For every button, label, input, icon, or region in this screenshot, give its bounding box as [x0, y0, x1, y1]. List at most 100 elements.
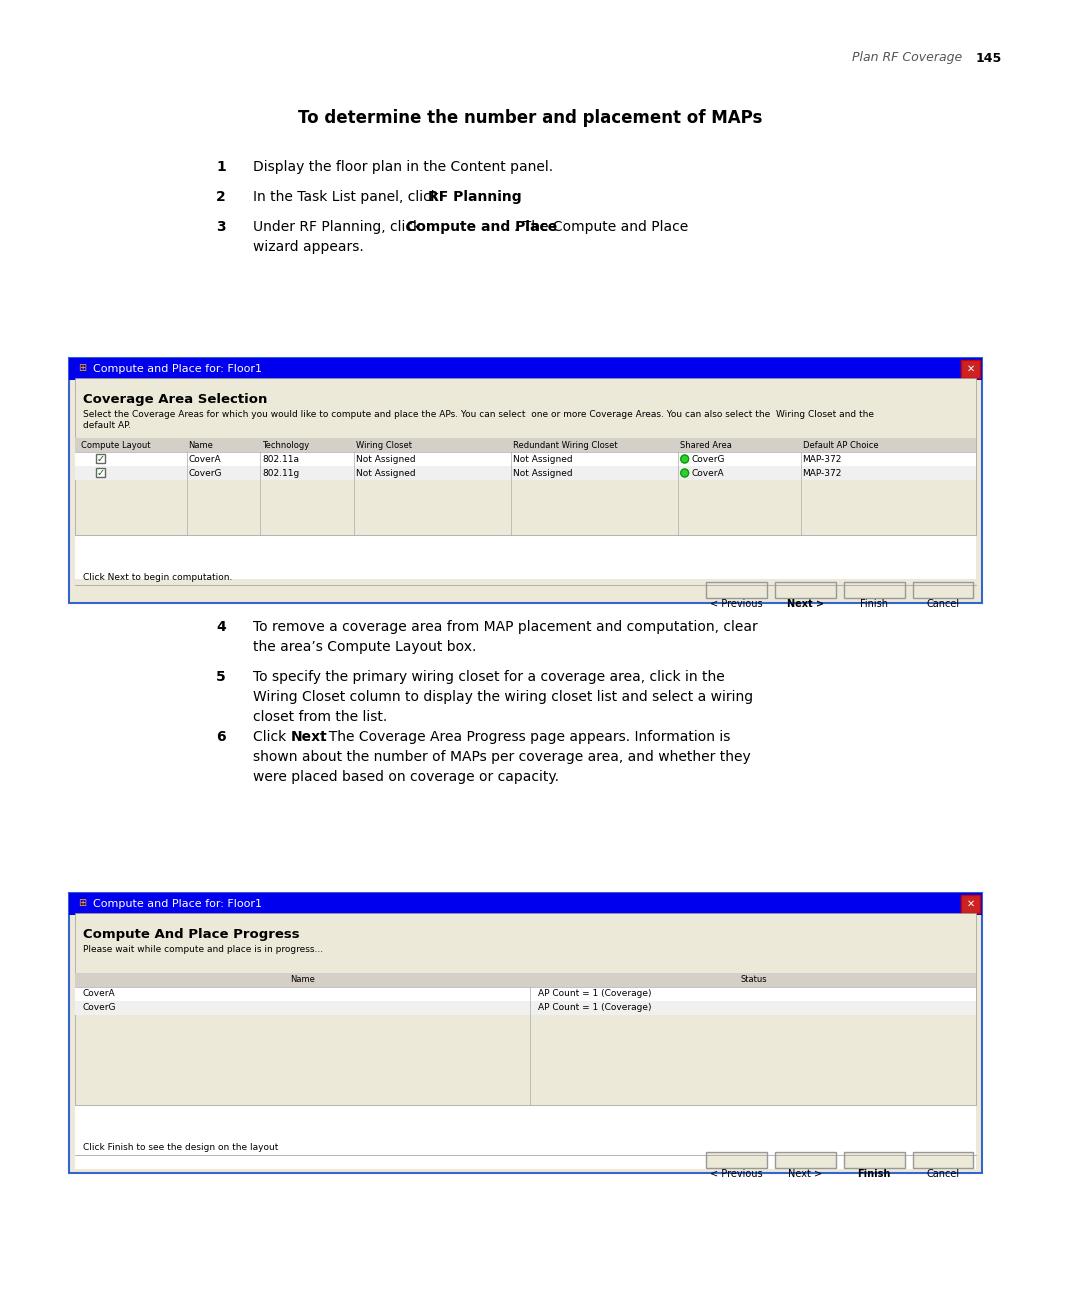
Text: To specify the primary wiring closet for a coverage area, click in the: To specify the primary wiring closet for… [254, 670, 725, 684]
Bar [961, 360, 981, 378]
Text: ✕: ✕ [967, 899, 974, 908]
Text: shown about the number of MAPs per coverage area, and whether they: shown about the number of MAPs per cover… [254, 750, 752, 765]
FancyBboxPatch shape [706, 582, 767, 597]
Text: wizard appears.: wizard appears. [254, 240, 364, 254]
Text: 802.11a: 802.11a [262, 455, 299, 464]
Text: 1: 1 [216, 159, 226, 174]
Text: Compute and Place: Compute and Place [406, 220, 557, 235]
Text: Finish: Finish [858, 1169, 891, 1179]
Text: Technology: Technology [262, 441, 310, 450]
Bar [75, 988, 976, 1001]
Text: To remove a coverage area from MAP placement and computation, clear: To remove a coverage area from MAP place… [254, 619, 758, 634]
Text: Not Assigned: Not Assigned [513, 455, 572, 464]
FancyBboxPatch shape [706, 1152, 767, 1168]
Text: 5: 5 [216, 670, 226, 684]
Text: CoverA: CoverA [189, 455, 221, 464]
Text: < Previous: < Previous [711, 1169, 764, 1179]
Text: ⊞: ⊞ [79, 363, 86, 373]
Text: To determine the number and placement of MAPs: To determine the number and placement of… [298, 109, 762, 127]
FancyBboxPatch shape [69, 358, 983, 603]
Text: 6: 6 [216, 730, 226, 744]
Text: closet from the list.: closet from the list. [254, 710, 388, 724]
FancyBboxPatch shape [843, 1152, 905, 1168]
Text: . The Compute and Place: . The Compute and Place [514, 220, 688, 235]
Text: Compute and Place for: Floor1: Compute and Place for: Floor1 [93, 899, 262, 908]
Text: RF Planning: RF Planning [429, 191, 522, 203]
FancyBboxPatch shape [913, 582, 973, 597]
Text: .: . [497, 191, 501, 203]
Text: Select the Coverage Areas for which you would like to compute and place the APs.: Select the Coverage Areas for which you … [82, 410, 874, 419]
Text: In the Task List panel, click: In the Task List panel, click [254, 191, 444, 203]
Text: Wiring Closet column to display the wiring closet list and select a wiring: Wiring Closet column to display the wiri… [254, 689, 754, 704]
Text: 4: 4 [216, 619, 226, 634]
Text: CoverG: CoverG [189, 468, 222, 477]
Bar [69, 893, 983, 915]
Text: Under RF Planning, click: Under RF Planning, click [254, 220, 426, 235]
Circle shape [680, 455, 689, 463]
Bar [96, 468, 105, 477]
Bar [961, 896, 981, 912]
Text: Name: Name [291, 976, 315, 985]
Text: 802.11g: 802.11g [262, 468, 299, 477]
Text: Click: Click [254, 730, 292, 744]
Text: ✓: ✓ [96, 468, 105, 478]
Text: ✓: ✓ [96, 454, 105, 464]
Text: Next >: Next > [787, 599, 824, 609]
Text: Cancel: Cancel [927, 599, 960, 609]
Text: MAP-372: MAP-372 [802, 468, 842, 477]
Text: default AP.: default AP. [82, 421, 131, 430]
Text: < Previous: < Previous [711, 599, 764, 609]
Text: CoverA: CoverA [82, 990, 116, 998]
Text: Next: Next [291, 730, 327, 744]
Text: were placed based on coverage or capacity.: were placed based on coverage or capacit… [254, 770, 559, 784]
FancyBboxPatch shape [913, 1152, 973, 1168]
Text: Name: Name [189, 441, 214, 450]
Text: Status: Status [740, 976, 767, 985]
Bar [75, 921, 976, 1169]
Bar [96, 454, 105, 463]
Text: Display the floor plan in the Content panel.: Display the floor plan in the Content pa… [254, 159, 554, 174]
Text: CoverG: CoverG [691, 455, 725, 464]
FancyBboxPatch shape [775, 582, 836, 597]
Text: . The Coverage Area Progress page appears. Information is: . The Coverage Area Progress page appear… [321, 730, 730, 744]
Bar [75, 1001, 976, 1015]
Text: ✕: ✕ [967, 364, 974, 375]
Text: 3: 3 [216, 220, 226, 235]
Text: Click Next to begin computation.: Click Next to begin computation. [82, 573, 232, 582]
Text: Not Assigned: Not Assigned [513, 468, 572, 477]
Text: AP Count = 1 (Coverage): AP Count = 1 (Coverage) [538, 1003, 652, 1012]
Text: Compute And Place Progress: Compute And Place Progress [82, 928, 299, 941]
Text: Default AP Choice: Default AP Choice [802, 441, 878, 450]
Text: MAP-372: MAP-372 [802, 455, 842, 464]
Text: AP Count = 1 (Coverage): AP Count = 1 (Coverage) [538, 990, 652, 998]
Text: Click Finish to see the design on the layout: Click Finish to see the design on the la… [82, 1143, 278, 1152]
Text: Redundant Wiring Closet: Redundant Wiring Closet [513, 441, 618, 450]
Bar [75, 467, 976, 480]
Text: Cancel: Cancel [927, 1169, 960, 1179]
Text: 2: 2 [216, 191, 226, 203]
Text: Wiring Closet: Wiring Closet [355, 441, 411, 450]
Text: Please wait while compute and place is in progress...: Please wait while compute and place is i… [82, 945, 323, 954]
Text: CoverA: CoverA [691, 468, 725, 477]
Circle shape [680, 469, 689, 477]
Bar [75, 973, 976, 988]
Bar [75, 378, 976, 535]
Text: CoverG: CoverG [82, 1003, 116, 1012]
Bar [75, 452, 976, 467]
FancyBboxPatch shape [843, 582, 905, 597]
Text: Next >: Next > [788, 1169, 823, 1179]
Text: Compute Layout: Compute Layout [81, 441, 150, 450]
Text: Finish: Finish [861, 599, 888, 609]
Text: Compute and Place for: Floor1: Compute and Place for: Floor1 [93, 364, 262, 375]
FancyBboxPatch shape [775, 1152, 836, 1168]
Bar [75, 386, 976, 599]
Text: Not Assigned: Not Assigned [355, 468, 415, 477]
Text: the area’s Compute Layout box.: the area’s Compute Layout box. [254, 640, 476, 654]
Bar [69, 358, 983, 380]
FancyBboxPatch shape [69, 893, 983, 1173]
Text: Coverage Area Selection: Coverage Area Selection [82, 393, 267, 406]
Text: Not Assigned: Not Assigned [355, 455, 415, 464]
Text: ⊞: ⊞ [79, 898, 86, 908]
Bar [75, 579, 976, 601]
Text: Shared Area: Shared Area [679, 441, 731, 450]
